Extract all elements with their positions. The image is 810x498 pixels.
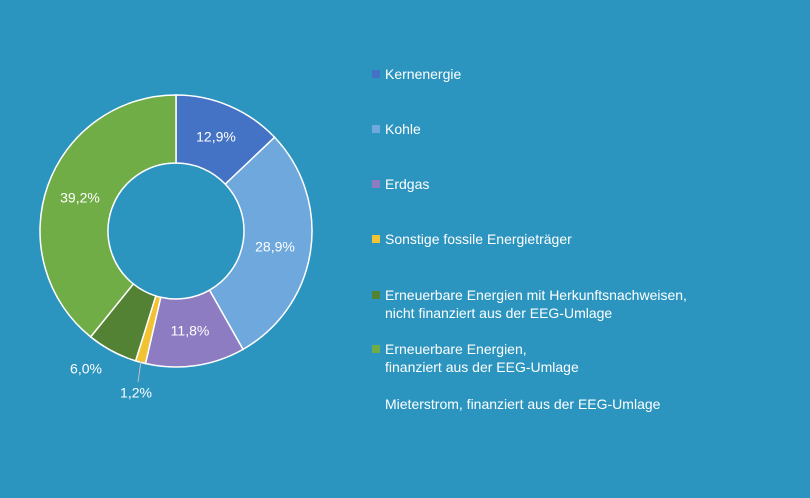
legend-item-4: Sonstige fossile Energieträger — [372, 230, 572, 248]
data-label-3: 11,8% — [171, 323, 210, 339]
legend-label-1: Kernenergie — [385, 65, 461, 83]
legend-label-7: Mieterstrom, finanziert aus der EEG-Umla… — [385, 395, 660, 413]
legend-label-line: nicht finanziert aus der EEG-Umlage — [385, 305, 613, 321]
legend-item-3: Erdgas — [372, 175, 429, 193]
donut-slice-2 — [208, 136, 313, 351]
legend-label-2: Kohle — [385, 120, 421, 138]
legend-item-6: Erneuerbare Energien, finanziert aus der … — [372, 340, 579, 376]
legend-item-1: Kernenergie — [372, 65, 461, 83]
legend-label-4: Sonstige fossile Energieträger — [385, 230, 572, 248]
legend-item-5: Erneuerbare Energien mit Herkunftsnachwe… — [372, 286, 687, 322]
legend-label-6: Erneuerbare Energien, finanziert aus der … — [385, 340, 579, 376]
data-label-5: 6,0% — [70, 361, 102, 377]
legend-item-2: Kohle — [372, 120, 421, 138]
data-label-2: 28,9% — [255, 239, 295, 255]
legend-label-line: Kernenergie — [385, 66, 462, 82]
legend-label-line: Erneuerbare Energien, — [385, 341, 527, 357]
data-label-1: 12,9% — [196, 129, 236, 145]
legend-swatch-4 — [372, 235, 380, 243]
legend-swatch-6 — [372, 345, 380, 353]
data-label-4: 1,2% — [120, 385, 152, 401]
data-label-6: 39,2% — [60, 190, 100, 206]
legend-swatch-3 — [372, 180, 380, 188]
legend-swatch-1 — [372, 70, 380, 78]
legend-label-line: Kohle — [385, 121, 421, 137]
legend-label-line: finanziert aus der EEG-Umlage — [385, 359, 579, 375]
legend-swatch-7 — [372, 400, 380, 408]
legend-swatch-2 — [372, 125, 380, 133]
legend-label-line: Erneuerbare Energien mit Herkunftsnachwe… — [385, 287, 687, 303]
legend-item-7: Mieterstrom, finanziert aus der EEG-Umla… — [372, 395, 660, 413]
legend-label-line: Erdgas — [385, 176, 430, 192]
legend-label-5: Erneuerbare Energien mit Herkunftsnachwe… — [385, 286, 687, 322]
leader-line-sonstige — [137, 360, 142, 383]
legend-swatch-5 — [372, 291, 380, 299]
legend-label-line: Sonstige fossile Energieträger — [385, 231, 572, 247]
legend-label-line: Mieterstrom, finanziert aus der EEG-Umla… — [385, 396, 661, 412]
donut-slice-6 — [39, 94, 177, 338]
legend-label-3: Erdgas — [385, 175, 429, 193]
